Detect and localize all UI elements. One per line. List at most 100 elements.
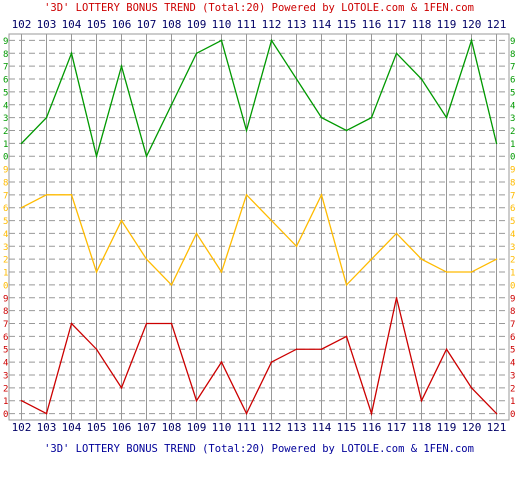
data-point	[320, 348, 323, 351]
x-tick-label-bottom: 114	[312, 421, 332, 434]
y-tick-label-right: 8	[510, 178, 515, 188]
y-tick-label-right: 7	[510, 63, 515, 73]
x-tick-label-top: 103	[37, 18, 57, 31]
data-point	[320, 116, 323, 119]
y-tick-label-right: 0	[510, 281, 515, 291]
x-tick-label-top: 114	[312, 18, 332, 31]
y-tick-label-left: 9	[3, 166, 8, 176]
y-tick-label-right: 1	[510, 397, 515, 407]
x-tick-label-bottom: 110	[212, 421, 232, 434]
x-tick-label-top: 112	[262, 18, 282, 31]
data-point	[370, 258, 373, 260]
x-tick-label-top: 120	[462, 18, 482, 31]
x-tick-label-bottom: 109	[187, 421, 207, 434]
x-tick-label-bottom: 106	[112, 421, 132, 434]
y-tick-label-right: 9	[510, 294, 515, 304]
x-tick-label-top: 108	[162, 18, 182, 31]
x-tick-label-bottom: 113	[287, 421, 307, 434]
y-tick-label-right: 2	[510, 256, 515, 266]
x-tick-label-bottom: 118	[412, 421, 432, 434]
y-tick-label-left: 3	[3, 371, 8, 381]
y-tick-label-left: 9	[3, 37, 8, 47]
data-point	[145, 155, 148, 158]
y-tick-label-left: 0	[3, 153, 8, 163]
x-tick-label-top: 118	[412, 18, 432, 31]
axis-labels: 1021021031031041041051051061061071071081…	[3, 18, 515, 434]
y-tick-label-left: 7	[3, 320, 8, 330]
y-tick-label-right: 8	[510, 307, 515, 317]
data-point	[495, 258, 498, 260]
data-point	[145, 322, 148, 325]
x-tick-label-bottom: 119	[437, 421, 457, 434]
grid	[8, 33, 510, 421]
x-tick-label-top: 110	[212, 18, 232, 31]
data-point	[20, 399, 23, 402]
x-tick-label-top: 107	[137, 18, 157, 31]
x-tick-label-bottom: 120	[462, 421, 482, 434]
data-point	[395, 296, 398, 299]
data-point	[345, 129, 348, 132]
y-tick-label-left: 2	[3, 256, 8, 266]
y-tick-label-left: 4	[3, 101, 8, 111]
data-point	[220, 39, 223, 42]
data-point	[245, 129, 248, 132]
y-tick-label-right: 7	[510, 191, 515, 201]
x-tick-label-top: 115	[337, 18, 357, 31]
x-tick-label-top: 102	[12, 18, 32, 31]
data-point	[20, 142, 23, 145]
plot-frame	[8, 33, 510, 421]
data-point	[345, 335, 348, 338]
data-point	[120, 387, 123, 389]
y-tick-label-left: 1	[3, 269, 8, 279]
y-tick-label-left: 1	[3, 397, 8, 407]
data-point	[270, 361, 273, 363]
y-tick-label-left: 8	[3, 307, 8, 317]
data-point	[495, 142, 498, 145]
x-tick-label-bottom: 121	[487, 421, 507, 434]
y-tick-label-left: 7	[3, 191, 8, 201]
y-tick-label-right: 5	[510, 217, 515, 227]
x-tick-label-bottom: 104	[62, 421, 82, 434]
data-point	[420, 258, 423, 260]
data-point	[220, 361, 223, 363]
data-point	[270, 39, 273, 42]
chart-title: '3D' LOTTERY BONUS TREND (Total:20) Powe…	[44, 2, 474, 14]
data-point	[445, 116, 448, 119]
data-point	[320, 194, 323, 196]
x-tick-label-bottom: 103	[37, 421, 57, 434]
y-tick-label-left: 9	[3, 294, 8, 304]
y-tick-label-left: 1	[3, 140, 8, 150]
x-tick-label-bottom: 112	[262, 421, 282, 434]
data-point	[70, 322, 73, 325]
y-tick-label-left: 6	[3, 76, 8, 86]
data-point	[20, 206, 23, 209]
y-tick-label-left: 5	[3, 346, 8, 356]
data-point	[470, 387, 473, 389]
data-point	[420, 399, 423, 402]
series-line-2	[21, 193, 497, 287]
x-tick-label-bottom: 116	[362, 421, 382, 434]
data-point	[245, 194, 248, 196]
y-tick-label-left: 5	[3, 88, 8, 98]
y-tick-label-left: 8	[3, 178, 8, 188]
data-point	[195, 399, 198, 402]
x-tick-label-bottom: 102	[12, 421, 32, 434]
data-point	[220, 271, 223, 273]
y-tick-label-right: 6	[510, 333, 515, 343]
x-tick-label-top: 121	[487, 18, 507, 31]
data-point	[195, 52, 198, 55]
y-tick-label-right: 9	[510, 166, 515, 176]
y-tick-label-left: 3	[3, 114, 8, 124]
x-tick-label-bottom: 105	[87, 421, 107, 434]
x-tick-label-bottom: 111	[237, 421, 257, 434]
x-tick-label-top: 116	[362, 18, 382, 31]
y-tick-label-left: 4	[3, 359, 8, 369]
y-tick-label-right: 4	[510, 101, 515, 111]
y-tick-label-left: 0	[3, 410, 8, 420]
data-point	[120, 65, 123, 67]
y-tick-label-right: 7	[510, 320, 515, 330]
x-tick-label-top: 111	[237, 18, 257, 31]
series-line-1	[21, 38, 498, 159]
y-tick-label-left: 3	[3, 243, 8, 253]
